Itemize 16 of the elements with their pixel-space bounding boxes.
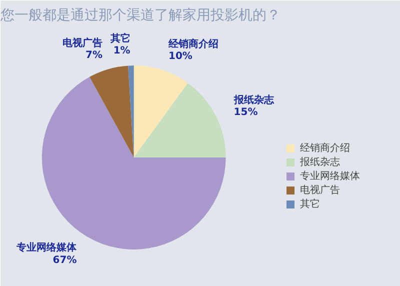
slice-label: 电视广告 xyxy=(62,37,103,49)
legend-label: 报纸杂志 xyxy=(300,156,340,169)
data-label: 10% xyxy=(168,51,192,62)
legend-label: 经销商介绍 xyxy=(300,142,350,155)
legend-label: 专业网络媒体 xyxy=(300,170,360,183)
slice-label: 报纸杂志 xyxy=(232,94,275,106)
data-label: 1% xyxy=(113,46,130,57)
data-label: 7% xyxy=(86,50,103,62)
chart-title: 您一般都是通过那个渠道了解家用投影机的？ xyxy=(0,8,280,24)
slice-label: 专业网络媒体 xyxy=(16,242,78,254)
slice-label: 经销商介绍 xyxy=(168,38,218,50)
legend-label: 电视广告 xyxy=(300,184,340,197)
slice-label: 其它 xyxy=(109,32,130,45)
data-label: 67% xyxy=(52,254,77,266)
legend-label: 其它 xyxy=(300,198,320,211)
data-label: 15% xyxy=(234,107,258,118)
